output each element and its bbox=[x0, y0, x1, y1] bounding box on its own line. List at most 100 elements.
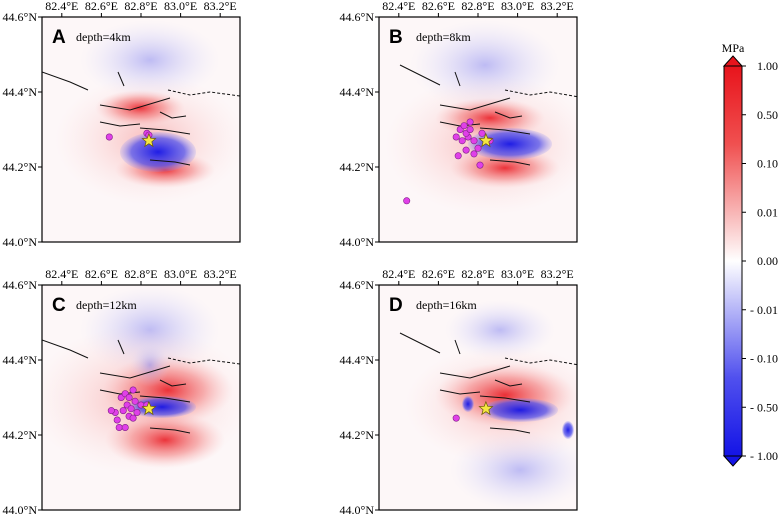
panel-d-depth-label: depth=16km bbox=[416, 298, 477, 312]
panel-d-ytick-label: 44.2°N bbox=[340, 428, 375, 442]
aftershock-point bbox=[107, 407, 115, 415]
panel-d-stress-field bbox=[405, 300, 577, 510]
panel-b-ytick-label: 44.4°N bbox=[340, 85, 375, 99]
aftershock-point bbox=[476, 161, 484, 169]
aftershock-point bbox=[454, 152, 462, 160]
epicenter-star bbox=[478, 400, 494, 416]
panel-d-xtick-label: 83.2°E bbox=[541, 267, 574, 281]
panel-a-xtick-label: 83.0°E bbox=[164, 0, 197, 13]
epicenter-star bbox=[141, 132, 157, 148]
panel-a-stress-field bbox=[55, 20, 240, 205]
aftershock-point bbox=[129, 386, 137, 394]
colorbar-tick-label: - 0.01 bbox=[750, 303, 778, 317]
colorbar-min-arrow bbox=[722, 455, 744, 467]
panel-b-aftershocks bbox=[403, 118, 494, 205]
aftershock-point bbox=[466, 118, 474, 126]
panel-a-letter: A bbox=[52, 27, 66, 48]
panel-c-xtick-label: 83.2°E bbox=[204, 267, 237, 281]
panel-a-ytick-label: 44.6°N bbox=[3, 10, 38, 24]
panel-c-aftershocks bbox=[107, 386, 157, 431]
aftershock-point bbox=[452, 133, 460, 141]
aftershock-point bbox=[478, 129, 486, 137]
panel-c-letter: C bbox=[52, 295, 66, 316]
panel-c-xtick-label: 83.0°E bbox=[164, 267, 197, 281]
aftershock-point bbox=[119, 407, 127, 415]
panel-a-xtick-label: 82.4°E bbox=[45, 0, 78, 13]
colorbar-tick-label: 0.50 bbox=[757, 108, 778, 122]
panel-c-faults bbox=[42, 339, 240, 434]
aftershock-point bbox=[466, 126, 474, 134]
aftershock-point bbox=[452, 414, 460, 422]
aftershock-point bbox=[105, 133, 113, 141]
panel-d-ytick-label: 44.4°N bbox=[340, 353, 375, 367]
panel-c-stress-field bbox=[42, 285, 240, 475]
panel-c-axes: 82.4°E 82.6°E 82.8°E 83.0°E 83.2°E 44.6°N 44.4… bbox=[3, 267, 241, 516]
aftershock-point bbox=[127, 405, 135, 413]
panel-c-ytick-label: 44.6°N bbox=[3, 278, 38, 292]
colorbar-tick-label: - 0.10 bbox=[750, 352, 778, 366]
panel-a-xtick-label: 83.2°E bbox=[204, 0, 237, 13]
colorbar-tick-label: 0.00 bbox=[757, 254, 778, 268]
panel-b-xtick-label: 82.4°E bbox=[382, 0, 415, 13]
panel-b-xtick-label: 83.2°E bbox=[541, 0, 574, 13]
panel-d-aftershocks bbox=[452, 400, 494, 422]
aftershock-point bbox=[115, 423, 123, 431]
panel-b-xtick-label: 82.6°E bbox=[422, 0, 455, 13]
panel-b-depth-label: depth=8km bbox=[416, 30, 471, 44]
panel-a-aftershocks bbox=[105, 129, 157, 148]
colorbar-tick-label: 0.10 bbox=[757, 157, 778, 171]
panel-b-ytick-label: 44.0°N bbox=[340, 235, 375, 249]
aftershock-point bbox=[133, 408, 141, 416]
panel-d-xtick-label: 83.0°E bbox=[501, 267, 534, 281]
colorbar: MPa 1.00 0.50 0.10 0.01 0.00 - 0.01 - 0.10 - 0.… bbox=[722, 41, 778, 467]
panel-c-xtick-label: 82.6°E bbox=[85, 267, 118, 281]
aftershock-point bbox=[113, 416, 121, 424]
panel-d: 82.4°E 82.6°E 82.8°E 83.0°E 83.2°E 44.6°N 44.4… bbox=[340, 267, 578, 516]
panel-c-depth-label: depth=12km bbox=[76, 298, 137, 312]
panel-a-faults bbox=[42, 71, 240, 166]
colorbar-tick-label: - 1.00 bbox=[750, 449, 778, 463]
panel-d-ytick-label: 44.6°N bbox=[340, 278, 375, 292]
panel-a-xtick-label: 82.8°E bbox=[124, 0, 157, 13]
panel-a-ytick-label: 44.2°N bbox=[3, 160, 38, 174]
colorbar-unit: MPa bbox=[722, 41, 745, 55]
aftershock-point bbox=[131, 397, 139, 405]
aftershock-point bbox=[474, 144, 482, 152]
panel-b-xtick-label: 83.0°E bbox=[501, 0, 534, 13]
panel-b-letter: B bbox=[389, 27, 403, 48]
colorbar-tick-label: 0.01 bbox=[757, 205, 778, 219]
panel-d-xtick-label: 82.6°E bbox=[422, 267, 455, 281]
panel-c-ytick-label: 44.4°N bbox=[3, 353, 38, 367]
panel-a: 82.4°E 82.6°E 82.8°E 83.0°E 83.2°E 44.6°N 44.4… bbox=[3, 0, 241, 249]
panel-a-axes: 82.4°E 82.6°E 82.8°E 83.0°E 83.2°E 44.6°N 44.4… bbox=[3, 0, 241, 249]
colorbar-ramp bbox=[723, 65, 743, 457]
aftershock-point bbox=[125, 393, 133, 401]
aftershock-point bbox=[462, 146, 470, 154]
aftershock-point bbox=[460, 122, 468, 130]
aftershock-point bbox=[458, 137, 466, 145]
panel-a-ytick-label: 44.0°N bbox=[3, 235, 38, 249]
aftershock-point bbox=[129, 414, 137, 422]
aftershock-point bbox=[470, 150, 478, 158]
panel-a-ytick-label: 44.4°N bbox=[3, 85, 38, 99]
colorbar-tick-label: - 0.50 bbox=[750, 400, 778, 414]
panel-c-xtick-label: 82.8°E bbox=[124, 267, 157, 281]
aftershock-point bbox=[403, 197, 411, 205]
panel-a-depth-label: depth=4km bbox=[76, 30, 131, 44]
panel-b-ytick-label: 44.2°N bbox=[340, 160, 375, 174]
panel-c-ytick-label: 44.0°N bbox=[3, 503, 38, 516]
epicenter-star bbox=[478, 132, 494, 148]
panel-c-ytick-label: 44.2°N bbox=[3, 428, 38, 442]
panel-c: 82.4°E 82.6°E 82.8°E 83.0°E 83.2°E 44.6°N 44.4… bbox=[3, 267, 241, 516]
panel-d-letter: D bbox=[389, 295, 403, 316]
panel-b-axes: 82.4°E 82.6°E 82.8°E 83.0°E 83.2°E 44.6°N 44.4… bbox=[340, 0, 578, 249]
panel-d-faults bbox=[399, 332, 577, 434]
panel-d-xtick-label: 82.8°E bbox=[461, 267, 494, 281]
panel-d-axes: 82.4°E 82.6°E 82.8°E 83.0°E 83.2°E 44.6°N 44.4… bbox=[340, 267, 578, 516]
panel-b-xtick-label: 82.8°E bbox=[461, 0, 494, 13]
panel-c-xtick-label: 82.4°E bbox=[45, 267, 78, 281]
panel-b-ytick-label: 44.6°N bbox=[340, 10, 375, 24]
panel-d-ytick-label: 44.0°N bbox=[340, 503, 375, 516]
epicenter-star bbox=[141, 400, 157, 416]
